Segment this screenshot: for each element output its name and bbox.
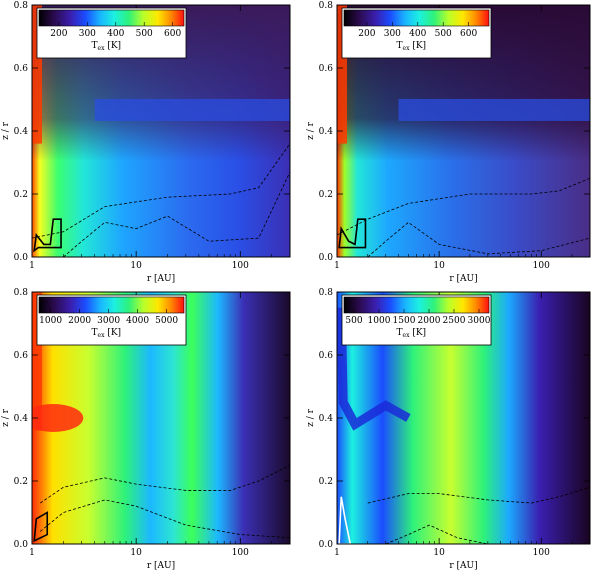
y-tick-label: 0.4 (14, 414, 29, 424)
x-tick-label: 100 (533, 261, 550, 271)
solid-contour (338, 218, 367, 249)
colorbar-label: Tex [K] (397, 41, 427, 52)
colorbar-tick-label: 1500 (393, 316, 416, 326)
colorbar-tick-label: 600 (460, 29, 477, 39)
solid-contour (33, 511, 49, 543)
y-tick-label: 0.6 (14, 351, 29, 361)
solid-contour (33, 218, 62, 253)
y-tick-label: 0.4 (319, 414, 334, 424)
x-tick-label: 10 (433, 548, 445, 558)
x-tick-label: 1 (334, 261, 340, 271)
x-axis-title: r [AU] (449, 561, 477, 571)
colorbar-tick-label: 3000 (468, 316, 491, 326)
x-axis-title: r [AU] (147, 561, 175, 571)
colorbar-tick-label: 3000 (97, 316, 120, 326)
solid-contour (338, 496, 352, 544)
hot-blob (32, 404, 84, 432)
x-axis-title: r [AU] (449, 274, 477, 284)
y-tick-label: 0.0 (14, 253, 29, 263)
y-tick-label: 0.8 (14, 288, 29, 298)
y-tick-label: 0.2 (319, 190, 333, 200)
colorbar-tick-label: 2000 (68, 316, 91, 326)
x-tick-label: 100 (232, 261, 249, 271)
colorbar-label: Tex [K] (92, 41, 122, 52)
x-axis-title: r [AU] (147, 274, 175, 284)
dashed-contour-1 (40, 464, 290, 504)
colorbar-tick-label: 4000 (126, 316, 149, 326)
x-tick-label: 10 (130, 548, 142, 558)
colorbar-tick-label: 500 (345, 316, 362, 326)
colorbar-tick-label: 1000 (368, 316, 391, 326)
y-tick-label: 0.2 (319, 477, 333, 487)
colorbar-label: Tex [K] (397, 328, 427, 339)
y-tick-label: 0.2 (14, 190, 28, 200)
dashed-contour-2 (63, 171, 290, 257)
y-axis-title: z / r (1, 121, 11, 139)
dashed-contour-2 (367, 221, 590, 257)
cool-arm (337, 307, 411, 431)
colorbar (38, 9, 185, 27)
y-tick-label: 0.8 (14, 1, 29, 11)
colorbar-tick-label: 400 (107, 29, 124, 39)
hot-inner-wall (337, 5, 347, 144)
panel-top-right: 1 10 100 0.0 0.2 0.4 0.6 0.8 r [AU] z / r 200 300 40… (306, 1, 591, 284)
colorbar-tick-label: 2500 (443, 316, 466, 326)
y-tick-label: 0.0 (14, 540, 29, 550)
dashed-contour-2 (385, 524, 488, 544)
dashed-contour-2 (39, 499, 290, 539)
y-tick-label: 0.6 (319, 351, 334, 361)
colorbar-tick-label: 200 (50, 29, 67, 39)
colorbar (38, 296, 185, 314)
x-tick-label: 10 (433, 261, 445, 271)
cool-layer-band (398, 98, 590, 121)
cool-layer-band (94, 98, 290, 121)
colorbar-tick-label: 500 (136, 29, 153, 39)
hot-inner-wall (32, 5, 42, 144)
colorbar (343, 9, 490, 27)
y-tick-label: 0.0 (319, 253, 334, 263)
x-tick-label: 10 (130, 261, 142, 271)
dashed-contour-1 (337, 177, 590, 236)
y-tick-label: 0.0 (319, 540, 334, 550)
y-tick-label: 0.4 (14, 127, 29, 137)
y-axis-title: z / r (306, 121, 316, 139)
y-axis-title: z / r (1, 408, 11, 426)
y-tick-label: 0.2 (14, 477, 28, 487)
y-tick-label: 0.8 (319, 288, 334, 298)
dashed-contour-1 (367, 486, 590, 504)
panel-top-left: 1 10 100 0.0 0.2 0.4 0.6 0.8 r [AU] z / r 200 300 40… (1, 1, 291, 284)
panel-bottom-left: 1 10 100 0.0 0.2 0.4 0.6 0.8 r [AU] z / r 1000 2000… (1, 288, 291, 571)
y-tick-label: 0.8 (319, 1, 334, 11)
y-tick-label: 0.6 (14, 64, 29, 74)
y-tick-label: 0.4 (319, 127, 334, 137)
colorbar-tick-label: 500 (435, 29, 452, 39)
y-tick-label: 0.6 (319, 64, 334, 74)
hot-inner-wall (32, 292, 42, 431)
x-tick-label: 1 (29, 548, 35, 558)
dashed-contour-1 (32, 143, 290, 239)
colorbar-tick-label: 5000 (155, 316, 178, 326)
x-tick-label: 100 (533, 548, 550, 558)
panel-bottom-right: 1 10 100 0.0 0.2 0.4 0.6 0.8 r [AU] z / r 500 1000 1… (306, 288, 591, 571)
colorbar-tick-label: 400 (409, 29, 426, 39)
x-tick-label: 1 (29, 261, 35, 271)
x-tick-label: 100 (232, 548, 249, 558)
colorbar-tick-label: 1000 (39, 316, 62, 326)
colorbar-tick-label: 300 (79, 29, 96, 39)
colorbar-tick-label: 300 (384, 29, 401, 39)
colorbar (343, 296, 490, 314)
colorbar-label: Tex [K] (92, 328, 122, 339)
y-axis-title: z / r (306, 408, 316, 426)
colorbar-tick-label: 2000 (418, 316, 441, 326)
colorbar-tick-label: 600 (164, 29, 181, 39)
colorbar-tick-label: 200 (358, 29, 375, 39)
x-tick-label: 1 (334, 548, 340, 558)
